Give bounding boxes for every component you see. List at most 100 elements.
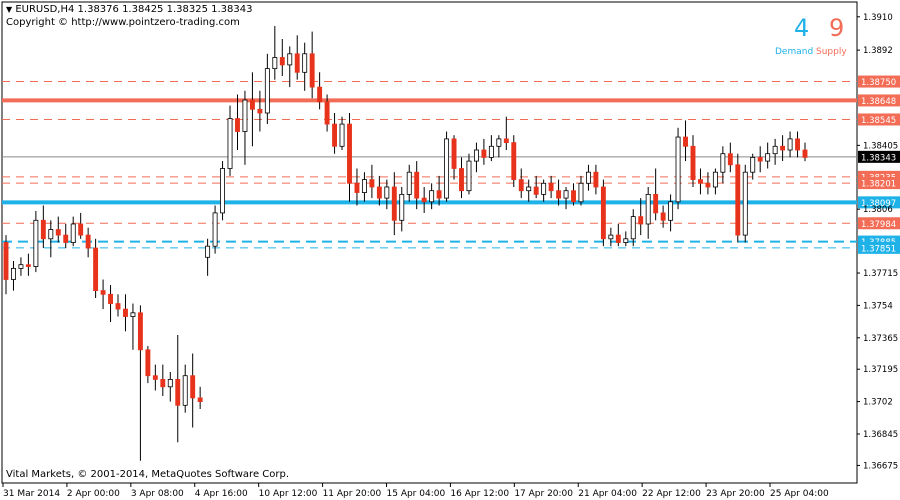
candle-bear — [451, 138, 457, 169]
candle-bear — [309, 53, 315, 88]
candle-bear — [436, 190, 442, 199]
candle-bear — [653, 193, 659, 214]
time-axis: 31 Mar 2014 2 Apr 00:00 3 Apr 08:00 4 Apr 1… — [2, 483, 829, 499]
candle-bear — [615, 234, 621, 243]
x-tick-label: 3 Apr 08:00 — [131, 489, 184, 499]
candle-bull — [220, 168, 226, 214]
candle-bull — [466, 160, 472, 192]
level-price-label: 1.38201 — [861, 180, 896, 190]
candle-bear — [332, 123, 338, 147]
candle-bear — [757, 156, 763, 162]
levels-layer — [2, 81, 857, 249]
candle-bull — [212, 212, 218, 247]
candle-bear — [369, 179, 375, 188]
candle-bear — [795, 138, 800, 151]
level-price-box — [858, 217, 900, 230]
candle-bear — [571, 190, 576, 203]
y-tick-label: 1.3702 — [863, 398, 893, 408]
y-tick-label: 1.3806 — [863, 205, 893, 215]
candle-bear — [160, 378, 166, 388]
candle-bear — [85, 234, 91, 249]
candle-bull — [787, 138, 793, 151]
candle-bull — [167, 378, 173, 388]
candle-bear — [235, 118, 240, 132]
candle-bull — [264, 68, 270, 114]
candle-bear — [137, 312, 143, 351]
supply-label: Supply — [816, 47, 847, 57]
candle-bull — [772, 145, 778, 155]
candle-bull — [578, 182, 584, 203]
footer-copyright: Vital Markets, © 2001-2014, MetaQuotes S… — [6, 469, 290, 480]
candle-bear — [698, 179, 703, 184]
symbol-header: ▼ EURUSD,H4 1.38376 1.38425 1.38325 1.38… — [6, 4, 252, 15]
x-tick-label: 23 Apr 20:00 — [706, 489, 765, 499]
x-tick-label: 16 Apr 12:00 — [450, 489, 509, 499]
x-tick-label: 25 Apr 04:00 — [770, 489, 829, 499]
candle-bull — [645, 193, 651, 225]
dropdown-triangle-icon[interactable]: ▼ — [6, 5, 13, 14]
candle-bull — [720, 153, 726, 173]
candle-bear — [249, 99, 255, 110]
candle-bear — [152, 375, 158, 380]
candle-bear — [533, 186, 539, 195]
candle-bear — [197, 397, 203, 402]
candle-bull — [630, 216, 636, 240]
candle-bear — [93, 247, 99, 292]
candle-bear — [414, 171, 420, 199]
candle-bear — [660, 212, 666, 221]
x-tick-label: 10 Apr 12:00 — [259, 489, 318, 499]
candle-bull — [399, 193, 405, 221]
y-tick-label: 1.36845 — [863, 430, 898, 440]
candle-bear — [317, 86, 323, 103]
candle-bear — [25, 264, 31, 267]
candle-bull — [130, 312, 136, 317]
candle-bear — [802, 149, 808, 158]
candle-bull — [675, 136, 681, 203]
candle-bear — [257, 108, 263, 114]
candle-bear — [294, 53, 300, 73]
demand-count: 4 — [794, 14, 810, 42]
candle-bear — [600, 186, 606, 240]
y-tick-label: 1.38405 — [863, 141, 898, 151]
candle-bull — [302, 53, 308, 73]
candle-bull — [287, 53, 293, 66]
supply-count: 9 — [829, 14, 845, 42]
candle-bear — [690, 145, 696, 181]
x-tick-label: 17 Apr 20:00 — [514, 489, 573, 499]
candle-bull — [48, 229, 54, 240]
candle-bear — [175, 378, 181, 406]
candle-bear — [705, 182, 711, 188]
candle-bear — [78, 223, 84, 236]
candle-bear — [518, 179, 524, 192]
candle-bear — [108, 293, 113, 304]
candle-bull — [712, 171, 718, 188]
candle-bear — [347, 123, 352, 184]
candle-bull — [11, 267, 16, 280]
candle-bull — [444, 138, 450, 199]
candle-bear — [3, 242, 9, 280]
candle-bear — [279, 57, 285, 66]
candle-bull — [473, 149, 479, 162]
candle-bear — [40, 219, 46, 240]
candle-bull — [406, 171, 412, 195]
candle-bear — [190, 375, 196, 399]
level-price-label: 1.37851 — [861, 244, 896, 254]
x-tick-label: 31 Mar 2014 — [3, 489, 60, 499]
candle-bull — [361, 179, 367, 193]
candle-bear — [511, 142, 517, 181]
y-tick-label: 1.37365 — [863, 334, 898, 344]
candle-bear — [145, 349, 151, 377]
candle-bull — [182, 375, 188, 406]
candles-layer — [3, 26, 808, 461]
candle-bear — [100, 290, 106, 295]
candle-bull — [205, 245, 211, 258]
demand-label: Demand — [775, 47, 814, 57]
candle-bull — [541, 182, 547, 195]
x-tick-label: 11 Apr 20:00 — [323, 489, 382, 499]
candle-bull — [33, 219, 39, 267]
candle-bear — [780, 145, 786, 151]
candle-bear — [481, 149, 487, 158]
candle-bull — [526, 186, 532, 192]
price-axis: 1.387501.386481.385451.382351.382011.380… — [857, 13, 900, 471]
